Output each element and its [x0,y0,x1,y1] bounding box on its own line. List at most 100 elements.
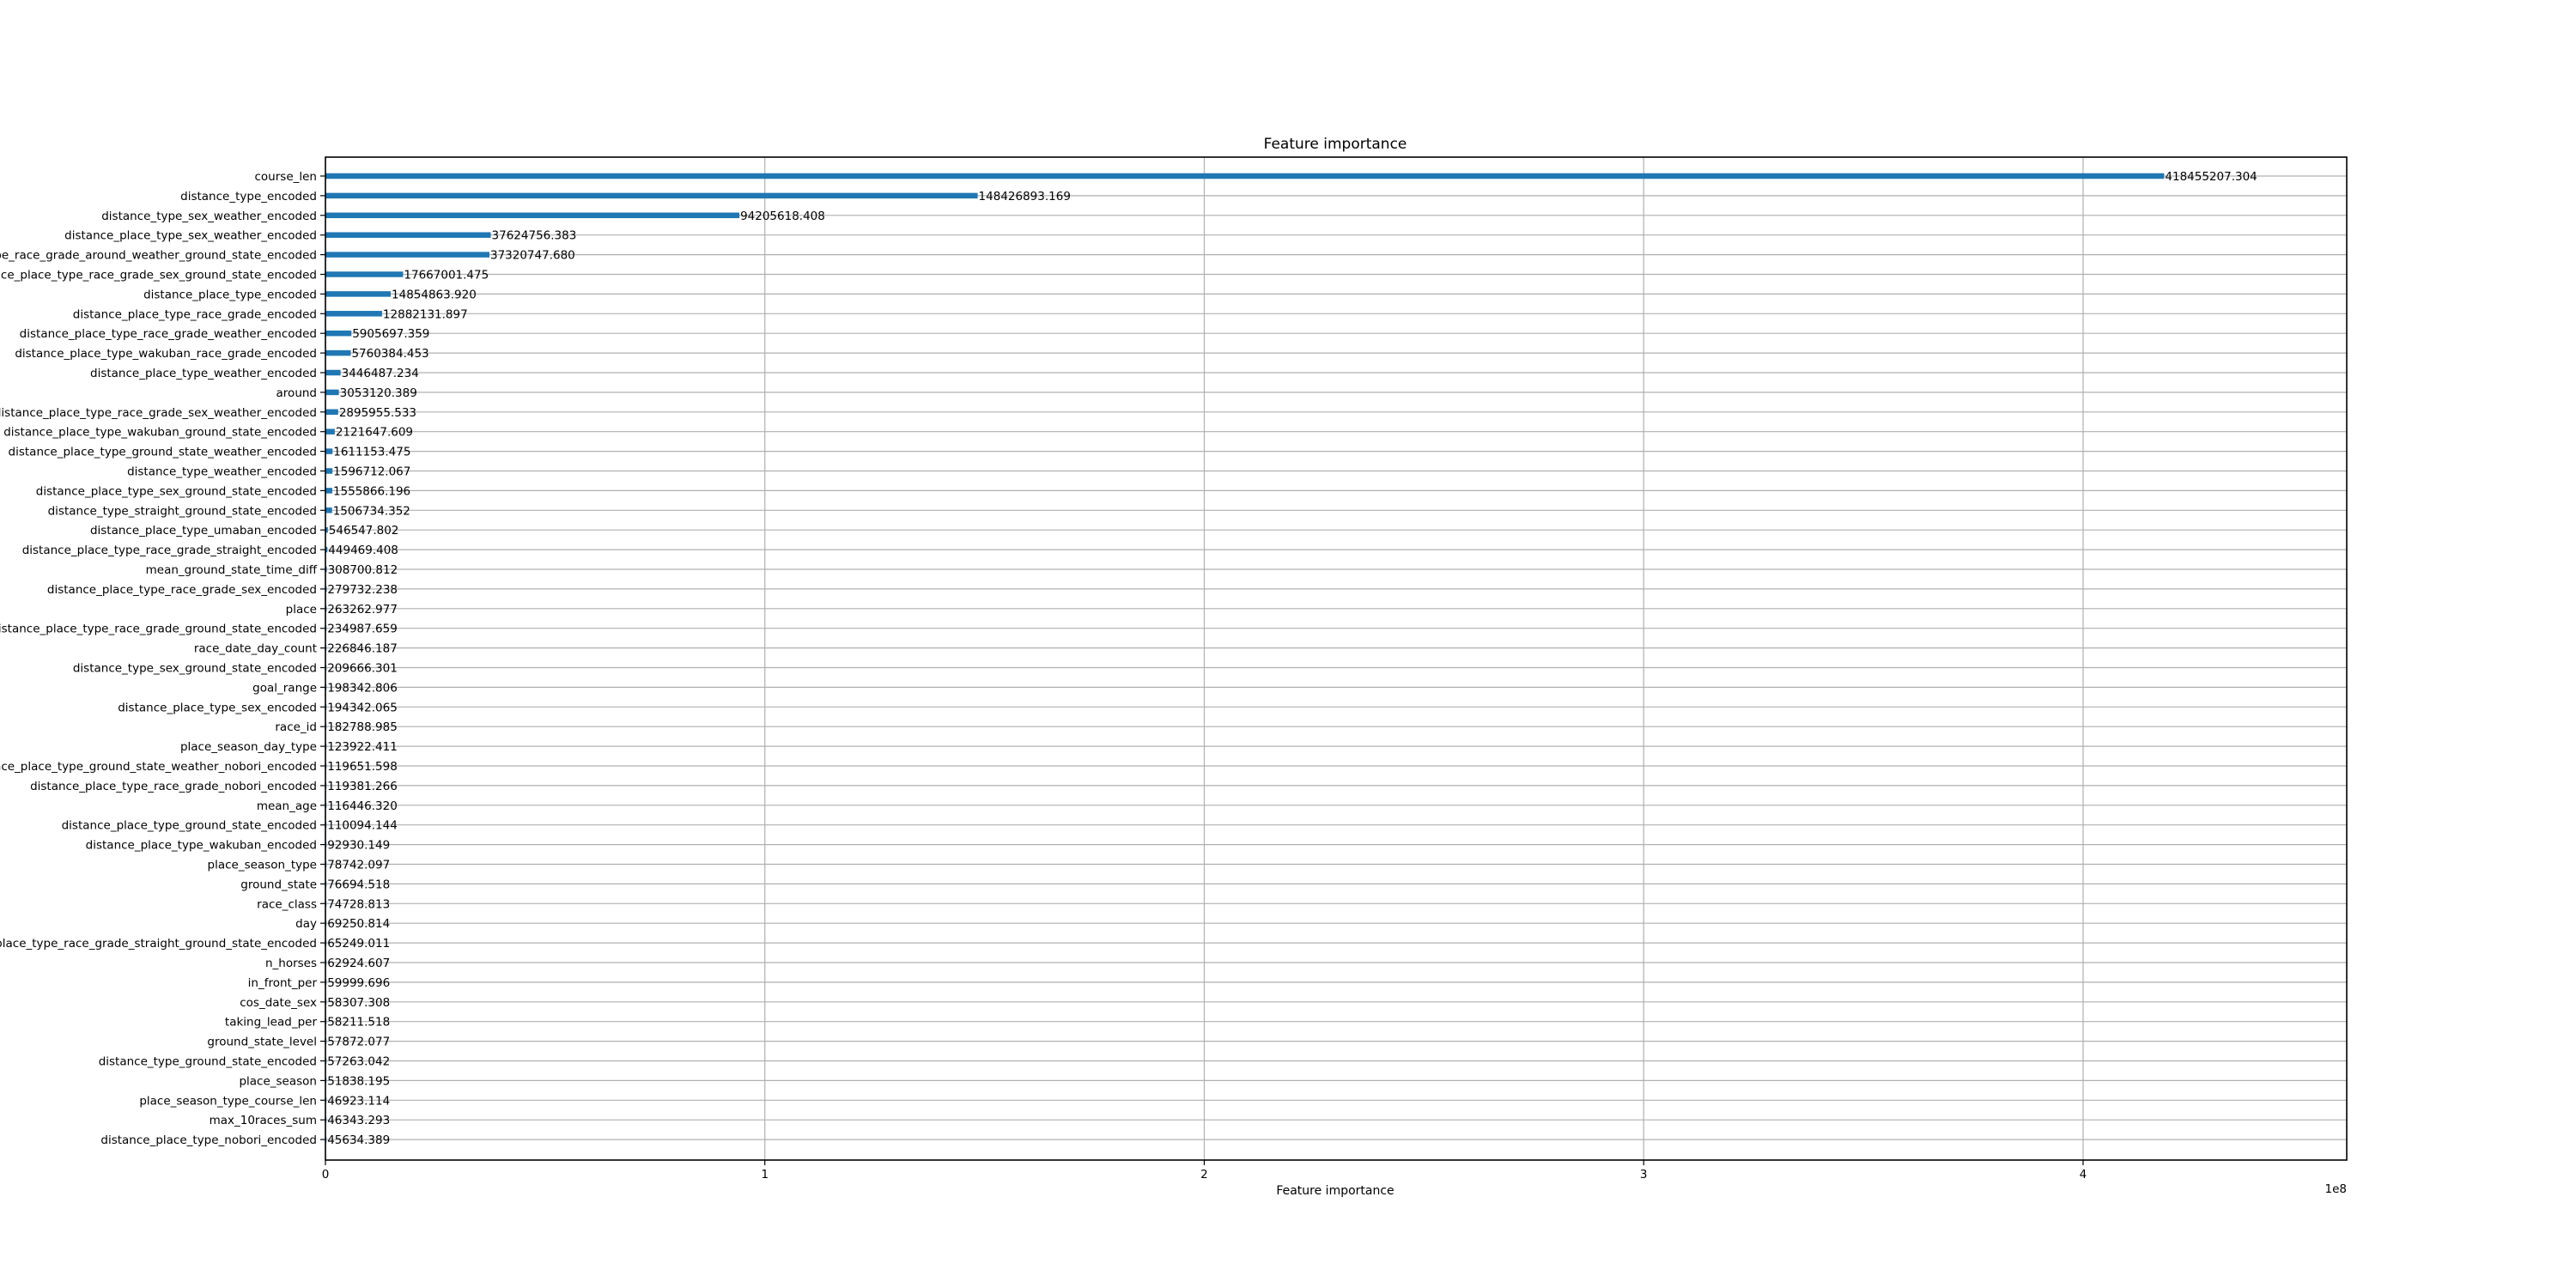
x-tick-label: 0 [322,1168,330,1182]
bar [325,488,332,494]
bar-value-label: 5905697.359 [352,327,429,341]
bar-value-label: 46343.293 [327,1114,390,1127]
bar-value-label: 17667001.475 [404,269,489,283]
bar-value-label: 14854863.920 [392,288,477,301]
x-tick-label: 2 [1200,1168,1208,1182]
y-tick-label: taking_lead_per [225,1016,318,1030]
bar [325,349,351,356]
bar [325,546,328,553]
y-tick-label: distance_type_weather_encoded [127,465,317,479]
bar-value-label: 226846.187 [327,642,398,656]
bar-value-label: 92930.149 [327,839,390,853]
bar-value-label: 12882131.897 [383,307,468,321]
bar-value-label: 308700.812 [328,563,398,577]
y-tick-label: distance_place_type_umaban_encoded [90,524,317,538]
bar-value-label: 209666.301 [327,662,398,676]
value-labels: 418455207.304 148426893.169 94205618.408 37… [327,170,2257,1147]
bar [325,173,2165,179]
y-tick-label: place_season_type_course_len [139,1094,317,1108]
y-tick-label: course_len [255,170,318,184]
bar [325,526,328,533]
x-tick-label: 3 [1640,1168,1648,1182]
bar [325,389,339,396]
bar-value-label: 37624756.383 [492,229,577,243]
bar-value-label: 57263.042 [327,1055,390,1069]
bar-value-label: 123922.411 [327,740,398,754]
bar-value-label: 59999.696 [327,976,390,990]
bar [325,409,338,416]
y-tick-label: cos_date_sex [240,996,317,1010]
bar-value-label: 74728.813 [327,897,390,911]
y-tick-label: ground_state_level [207,1036,317,1049]
y-tick-label: place_season_type [208,859,317,872]
bar-value-label: 1555866.196 [333,484,410,498]
bar-value-label: 45634.389 [327,1133,390,1147]
bar [325,212,740,219]
y-tick-label: race_id [275,720,317,734]
bar-value-label: 148426893.169 [979,190,1071,204]
y-tick-label: distance_type_sex_weather_encoded [101,210,317,223]
y-tick-label: race_date_day_count [194,642,317,656]
x-tick-label: 4 [2080,1168,2087,1182]
y-tick-label: place_season_day_type [180,740,317,754]
y-tick-label: distance_place_type_sex_encoded [118,701,317,714]
bar-value-label: 2895955.533 [339,406,416,420]
x-tick-label: 1 [761,1168,769,1182]
bar-value-label: 37320747.680 [490,249,575,263]
bar-value-label: 418455207.304 [2165,170,2257,184]
y-tick-label: mean_age [257,799,317,813]
x-axis-offset-text: 1e8 [2325,1182,2347,1196]
y-tick-label: place_season [239,1074,317,1088]
y-tick-label: distance_place_type_weather_encoded [90,367,317,380]
y-tick-label: distance_place_type_wakuban_race_grade_e… [15,347,317,361]
bar [325,428,335,434]
bar-value-label: 51838.195 [327,1074,390,1088]
bar [325,252,489,258]
bar-value-label: 5760384.453 [351,347,428,361]
y-tick-label: distance_type_sex_ground_state_encoded [73,662,317,676]
bar-value-label: 546547.802 [329,524,399,538]
bar-value-label: 182788.985 [327,720,398,734]
bar-value-label: 234987.659 [327,623,398,636]
y-tick-label: place [286,603,317,617]
y-tick-label: distance_place_type_wakuban_encoded [86,839,317,853]
bar-value-label: 198342.806 [327,681,398,695]
y-tick-label: n_horses [265,957,317,970]
y-tick-label: distance_place_type_race_grade_nobori_en… [30,780,317,793]
bar-value-label: 3446487.234 [342,367,419,380]
bar-value-label: 58211.518 [327,1016,390,1030]
y-tick-label: around [276,386,317,400]
y-tick-label: mean_ground_state_time_diff [146,563,318,577]
x-axis-ticks: 0 1 2 3 4 [322,1160,2087,1182]
bar-value-label: 263262.977 [327,603,398,617]
y-tick-label: day [295,917,317,931]
bar [325,330,352,337]
bar-value-label: 2121647.609 [336,426,413,440]
bar-value-label: 119651.598 [327,760,398,774]
y-tick-label: distance_place_type_race_grade_sex_groun… [0,269,317,283]
bar-value-label: 62924.607 [327,957,390,970]
y-tick-label: distance_place_type_race_grade_encoded [73,307,317,321]
bar-value-label: 279732.238 [327,583,398,597]
bar [325,369,341,376]
y-tick-label: distance_place_type_sex_ground_state_enc… [36,484,317,498]
bar [325,507,332,513]
bar-value-label: 57872.077 [327,1036,390,1049]
bar-value-label: 58307.308 [327,996,390,1010]
y-tick-label: distance_type_straight_ground_state_enco… [48,504,317,518]
bar-value-label: 76694.518 [327,878,390,891]
bars [325,173,2165,1143]
x-axis-label: Feature importance [1276,1184,1394,1198]
y-tick-label: goal_range [252,681,317,695]
bar [325,271,404,277]
y-tick-label: race_class [257,897,317,911]
y-tick-label: distance_place_type_race_grade_straight_… [22,544,317,557]
y-tick-label: distance_place_type_race_grade_straight_… [0,937,317,951]
bar-value-label: 194342.065 [327,701,398,714]
y-tick-label: distance_place_type_wakuban_ground_state… [3,426,317,440]
y-tick-label: distance_place_type_sex_weather_encoded [64,229,317,243]
y-tick-label: distance_type_ground_state_encoded [99,1055,317,1069]
y-tick-label: distance_place_type_ground_state_encoded [62,819,317,833]
y-tick-label: in_front_per [248,976,318,990]
